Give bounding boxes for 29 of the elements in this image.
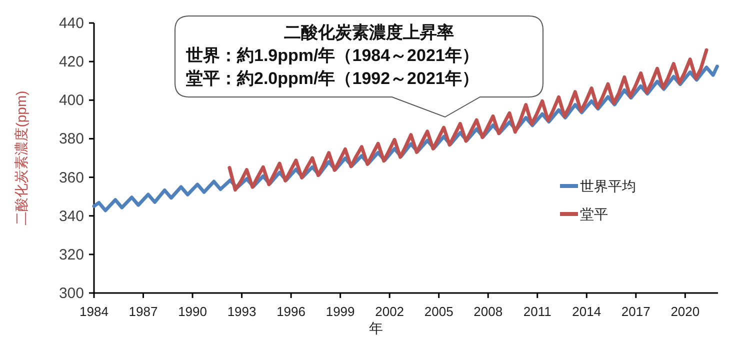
x-tick-label: 1984 (80, 304, 108, 319)
legend-label: 世界平均 (580, 178, 636, 194)
y-tick-label: 340 (58, 208, 84, 225)
y-tick-label: 360 (58, 169, 84, 186)
y-axis-title: 二酸化炭素濃度(ppm) (13, 90, 29, 226)
y-tick-label: 420 (58, 54, 84, 71)
y-tick-label: 440 (58, 15, 84, 32)
x-tick-label: 2017 (621, 304, 650, 319)
x-tick-label: 1999 (326, 304, 355, 319)
y-tick-label: 380 (58, 130, 84, 148)
x-tick-label: 2020 (670, 304, 700, 319)
legend-label: 堂平 (580, 206, 608, 222)
callout: 二酸化炭素濃度上昇率 世界：約1.9ppm/年（1984～2021年） 堂平：約2.0ppm/年（1992～2021年） (174, 16, 544, 118)
x-tick-label: 1990 (178, 304, 207, 319)
annotation: 二酸化炭素濃度上昇率 (284, 23, 454, 42)
annotation: 世界：約1.9ppm/年（1984～2021年） (185, 46, 479, 65)
x-tick-label: 2011 (523, 304, 552, 319)
x-tick-label: 1987 (128, 304, 158, 319)
y-tick-label: 300 (58, 285, 84, 302)
x-tick-label: 1993 (227, 304, 256, 319)
x-tick-label: 2005 (424, 304, 454, 319)
annotation: 堂平：約2.0ppm/年（1992～2021年） (185, 69, 479, 88)
y-tick-label: 400 (58, 92, 84, 110)
x-tick-label: 2014 (572, 304, 602, 319)
x-tick-label: 2008 (474, 304, 503, 319)
y-tick-label: 320 (58, 246, 84, 264)
x-tick-label: 2002 (375, 304, 404, 319)
x-tick-label: 1996 (276, 304, 306, 319)
x-axis-title: 年 (369, 320, 383, 336)
